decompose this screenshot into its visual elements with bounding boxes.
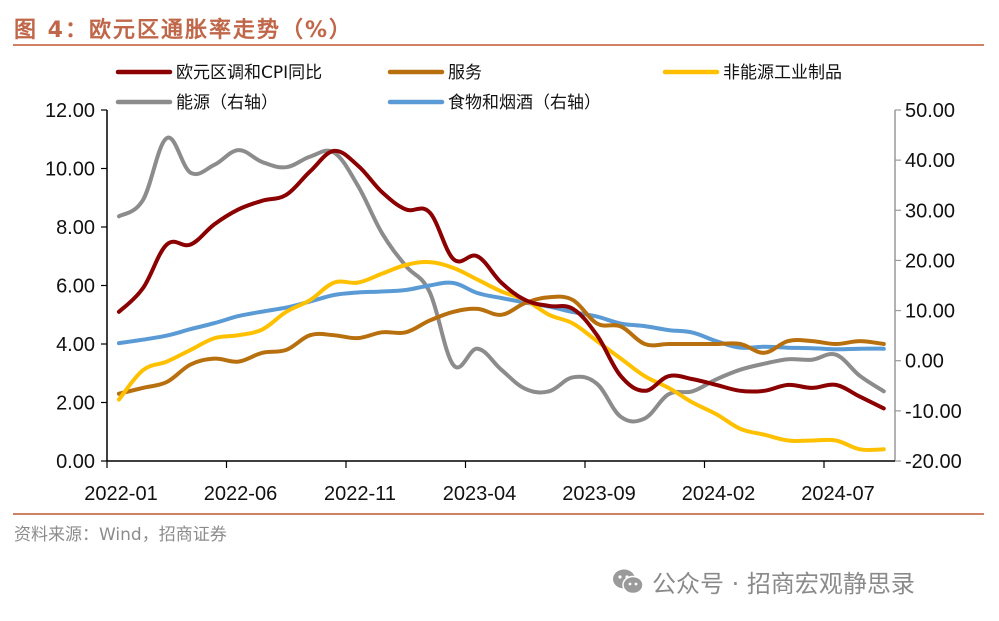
source-divider [13,513,984,515]
legend-label: 能源（右轴） [176,93,278,113]
right-axis-tick-label: 0.00 [905,351,944,373]
series-line-2 [116,259,886,453]
series-layer [116,135,886,453]
legend-item: 非能源工业制品 [662,63,842,83]
x-axis-tick-label: 2023-04 [443,483,516,505]
watermark-text: 公众号 · 招商宏观静思录 [652,570,915,598]
x-axis-tick-label: 2022-06 [204,483,277,505]
wechat-icon [612,568,644,596]
left-axis-tick-label: 4.00 [56,334,95,356]
title-divider [13,44,984,46]
x-axis-tick-label: 2024-07 [801,483,874,505]
legend-label: 欧元区调和CPI同比 [176,63,322,83]
x-axis-tick-label: 2023-09 [562,483,635,505]
legend-item: 食物和烟酒（右轴） [387,93,601,113]
legend-label: 非能源工业制品 [723,63,842,83]
series-line-0 [116,148,886,411]
watermark: 公众号 · 招商宏观静思录 [612,564,915,599]
legend-item: 欧元区调和CPI同比 [115,63,322,83]
series-line-1 [116,294,886,396]
series-line-4 [116,280,886,352]
left-axis-tick-label: 0.00 [56,451,95,473]
right-axis-tick-label: 40.00 [905,150,955,172]
chart-title: 图 4：欧元区通胀率走势（%） [14,18,354,43]
axes: 0.00 2.00 4.00 6.00 8.00 10.00 12.00 -20.00 -10.… [45,100,962,505]
right-axis-tick-label: -10.00 [905,401,962,423]
right-axis-tick-label: -20.00 [905,451,962,473]
left-axis-tick-label: 2.00 [56,393,95,415]
left-axis-tick-label: 10.00 [45,159,95,181]
left-axis-tick-label: 6.00 [56,276,95,298]
legend-label: 食物和烟酒（右轴） [448,93,601,113]
series-line-3 [116,135,886,424]
x-axis-tick-label: 2024-02 [682,483,755,505]
x-axis-tick-label: 2022-11 [324,483,396,505]
right-axis-tick-label: 20.00 [905,250,955,272]
legend-item: 能源（右轴） [115,93,278,113]
legend-label: 服务 [448,63,482,83]
source-note: 资料来源：Wind，招商证券 [14,525,227,545]
right-axis-tick-label: 10.00 [905,301,955,323]
left-axis-tick-label: 12.00 [45,100,95,122]
left-axis-tick-label: 8.00 [56,217,95,239]
legend-item: 服务 [387,63,482,83]
right-axis-tick-label: 30.00 [905,200,955,222]
right-axis-tick-label: 50.00 [905,100,955,122]
x-axis-tick-label: 2022-01 [84,483,157,505]
